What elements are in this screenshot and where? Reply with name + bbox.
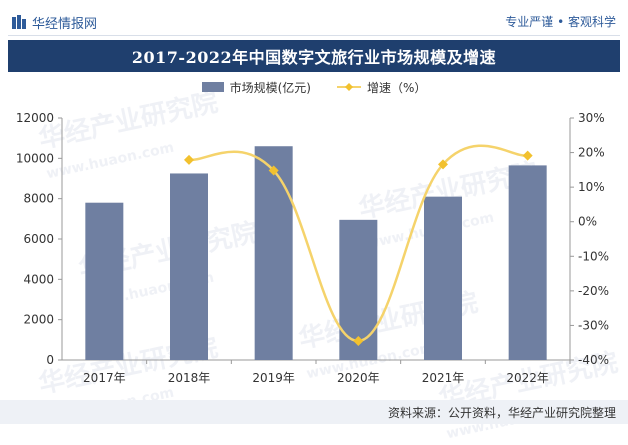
y-left-tick-label: 8000	[23, 192, 54, 206]
x-tick-label: 2021年	[422, 371, 465, 385]
y-left-tick-label: 4000	[23, 272, 54, 286]
growth-marker-2018年	[184, 154, 194, 165]
y-right-tick-label: -10%	[578, 249, 609, 263]
growth-marker-2020年	[353, 335, 364, 346]
y-right-tick-label: -20%	[578, 284, 609, 298]
title-bar: 2017-2022年中国数字文旅行业市场规模及增速	[8, 40, 620, 72]
x-tick-label: 2017年	[83, 371, 126, 385]
growth-marker-2022年	[522, 150, 533, 161]
source-note: 资料来源：公开资料，华经产业研究院整理	[387, 406, 616, 420]
chart-legend: 市场规模(亿元) 增速（%）	[0, 79, 628, 95]
legend-label-market-size: 市场规模(亿元)	[229, 80, 311, 95]
legend-line-swatch	[336, 83, 361, 91]
legend-item-market-size: 市场规模(亿元)	[201, 79, 311, 96]
header-bar: 华经情报网 专业严谨 • 客观科学	[0, 0, 628, 40]
y-left-tick-label: 6000	[23, 232, 54, 246]
y-right-tick-label: 20%	[578, 146, 605, 160]
brand: 华经情报网	[12, 12, 97, 32]
y-right-tick-label: 10%	[578, 180, 605, 194]
y-right-tick-label: 0%	[578, 215, 597, 229]
y-right-tick-label: -40%	[578, 353, 609, 367]
legend-bar-swatch	[201, 82, 224, 92]
x-tick-label: 2019年	[252, 371, 295, 385]
chart-plot: 0 2000 4000 6000 8000 10000 12000 -40% -30% -20% -…	[16, 111, 609, 385]
brand-name: 华经情报网	[32, 16, 98, 32]
x-tick-label: 2018年	[168, 371, 211, 385]
y-left-tick-label: 10000	[16, 151, 54, 165]
bar-2017年	[85, 202, 124, 360]
x-tick-label: 2022年	[506, 371, 549, 385]
y-left-tick-label: 2000	[23, 313, 54, 327]
bar-2018年	[170, 173, 208, 360]
bar-2019年	[254, 146, 293, 360]
y-left-tick-label: 12000	[16, 111, 54, 125]
tagline: 专业严谨 • 客观科学	[505, 15, 616, 29]
growth-marker-2021年	[438, 159, 448, 170]
bar-2021年	[424, 196, 462, 360]
bar-2022年	[508, 165, 547, 360]
chart-title: 2017-2022年中国数字文旅行业市场规模及增速	[131, 48, 497, 67]
growth-marker-2019年	[268, 165, 279, 176]
footer: 资料来源：公开资料，华经产业研究院整理	[0, 400, 628, 424]
legend-item-growth: 增速（%）	[336, 79, 427, 96]
y-right-tick-label: 30%	[578, 111, 605, 125]
brand-logo-icon	[12, 15, 26, 29]
header-divider	[8, 35, 620, 36]
y-left-tick-label: 0	[46, 353, 54, 367]
legend-label-growth: 增速（%）	[366, 80, 427, 95]
y-right-tick-label: -30%	[578, 318, 609, 332]
x-tick-label: 2020年	[337, 371, 380, 385]
